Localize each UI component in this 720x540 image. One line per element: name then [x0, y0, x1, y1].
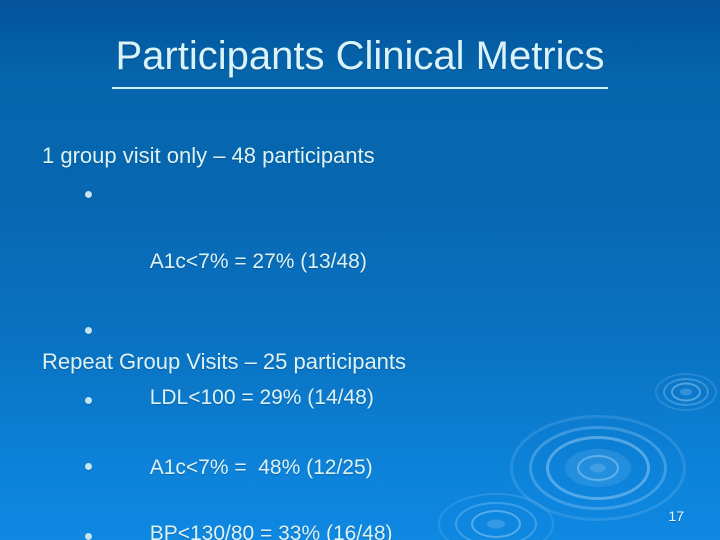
bullet-icon: [85, 327, 92, 334]
text-block-repeat-visits: Repeat Group Visits – 25 participants A1…: [42, 349, 690, 540]
list-item: BP<130/80 = 33% (16/48): [42, 449, 690, 540]
list-item: LDL<100 = 29% (14/48): [42, 313, 690, 449]
list-item: A1c<7% = 27% (13/48): [42, 177, 690, 313]
group-2-bullet-list: A1c<7% = 48% (12/25) LDL<100 = 56% (14/2…: [42, 383, 690, 540]
title-container: Participants Clinical Metrics: [0, 33, 720, 89]
bullet-icon: [85, 397, 92, 404]
list-item: LDL<100 = 56% (14/25): [42, 519, 690, 540]
slide-page-number: 17: [668, 508, 684, 524]
bullet-text: BP<130/80 = 33% (16/48): [149, 522, 393, 540]
text-block-single-visit: 1 group visit only – 48 participants A1c…: [42, 143, 690, 540]
slide-title: Participants Clinical Metrics: [112, 33, 608, 89]
bullet-icon: [85, 463, 92, 470]
bullet-text: LDL<100 = 29% (14/48): [149, 386, 374, 409]
bullet-icon: [85, 191, 92, 198]
group-2-heading: Repeat Group Visits – 25 participants: [42, 349, 407, 374]
bullet-text: A1c<7% = 48% (12/25): [149, 456, 373, 479]
list-item: A1c<7% = 48% (12/25): [42, 383, 690, 519]
group-1-bullet-list: A1c<7% = 27% (13/48) LDL<100 = 29% (14/4…: [42, 177, 690, 540]
bullet-text: A1c<7% = 27% (13/48): [149, 250, 367, 273]
group-1-heading: 1 group visit only – 48 participants: [42, 143, 375, 168]
bullet-icon: [85, 533, 92, 540]
